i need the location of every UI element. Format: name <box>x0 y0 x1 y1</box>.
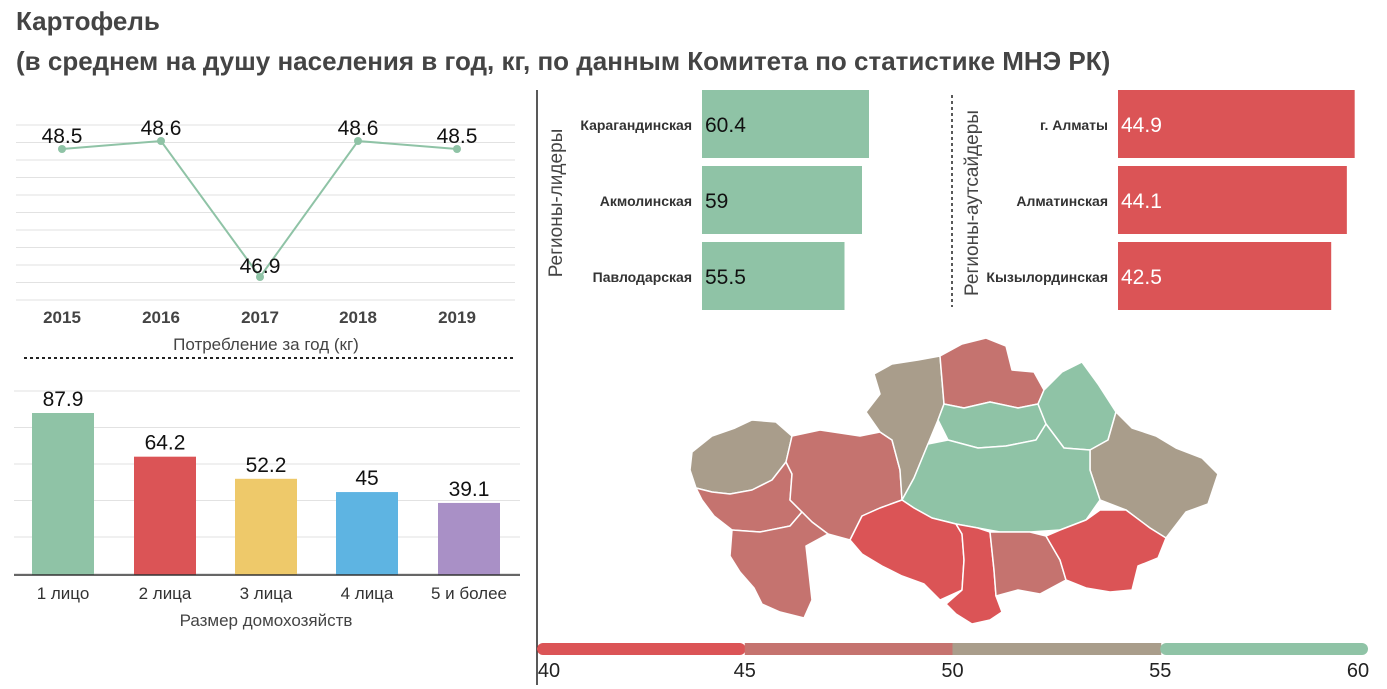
region-bar <box>1118 242 1332 310</box>
region-bar-value: 59 <box>705 190 728 213</box>
line-point <box>453 145 461 153</box>
region-bar <box>702 166 862 234</box>
line-gridlines <box>16 124 515 301</box>
region-label: Павлодарская <box>593 269 692 285</box>
household-bar <box>134 456 196 575</box>
region-bar-value: 44.9 <box>1121 114 1162 137</box>
line-point <box>58 145 66 153</box>
household-bar-value: 87.9 <box>43 388 84 411</box>
group-label: Регионы-аутсайдеры <box>962 110 983 296</box>
vertical-divider <box>536 90 538 685</box>
household-category-label: 4 лица <box>341 584 394 603</box>
scale-tick-label: 60 <box>1347 660 1369 682</box>
chart-title: Картофель <box>16 6 160 36</box>
region-bar <box>702 242 845 310</box>
region-bar-value: 55.5 <box>705 266 746 289</box>
scale-segment <box>1160 643 1368 655</box>
scale-segment <box>952 643 1162 655</box>
region-label: Кызылординская <box>986 269 1108 285</box>
scale-tick-label: 50 <box>941 660 963 682</box>
scale-tick-label: 45 <box>734 660 756 682</box>
region-label: Акмолинская <box>600 193 692 209</box>
map-region-north-kazakhstan <box>939 337 1045 409</box>
household-bar-value: 64.2 <box>145 432 186 455</box>
map-region-almaty <box>1045 509 1167 593</box>
region-bar <box>1118 166 1347 234</box>
group-label: Регионы-лидеры <box>546 129 567 278</box>
household-bar-value: 52.2 <box>246 454 287 477</box>
household-x-axis-label: Размер домохозяйств <box>180 611 353 630</box>
line-data-label: 48.5 <box>42 125 83 148</box>
region-bar-value: 60.4 <box>705 114 746 137</box>
household-bar <box>336 492 398 575</box>
line-x-tick-label: 2016 <box>142 308 180 327</box>
household-bar-chart: 87.9 1 лицо 64.2 2 лица 52.2 3 лица 45 4 лица 39… <box>14 388 520 630</box>
kazakhstan-map <box>689 337 1219 625</box>
household-bar <box>438 502 500 575</box>
household-bar-value: 45 <box>355 467 378 490</box>
line-x-tick-label: 2017 <box>241 308 279 327</box>
region-bar <box>1118 90 1355 158</box>
household-category-label: 2 лица <box>139 584 192 603</box>
line-x-axis-label: Потребление за год (кг) <box>173 335 359 354</box>
household-bar <box>235 478 297 575</box>
map-region-kyzylorda <box>849 499 965 601</box>
region-bar <box>702 90 869 158</box>
line-data-label: 46.9 <box>240 255 281 278</box>
line-data-label: 48.5 <box>437 125 478 148</box>
household-category-label: 3 лица <box>240 584 293 603</box>
line-data-label: 48.6 <box>141 117 182 140</box>
color-scale-legend: 40 45 50 55 60 <box>537 643 1369 682</box>
line-point <box>256 273 264 281</box>
outsiders-bar-chart: Регионы-аутсайдеры 44.9 г. Алматы 44.1 Алмат… <box>951 90 1355 310</box>
line-chart: 48.5 2015 48.6 2016 46.9 2017 48.6 2018 48.5 2019… <box>16 117 515 359</box>
household-bar-value: 39.1 <box>449 478 490 501</box>
line-x-tick-label: 2015 <box>43 308 81 327</box>
household-category-label: 1 лицо <box>37 584 90 603</box>
region-label: г. Алматы <box>1040 117 1108 133</box>
scale-tick-label: 40 <box>538 660 560 682</box>
line-x-tick-label: 2018 <box>339 308 377 327</box>
scale-segment <box>537 643 746 655</box>
region-label: Алматинская <box>1016 193 1108 209</box>
scale-segment <box>744 643 954 655</box>
line-point <box>354 137 362 145</box>
household-bar <box>32 413 94 575</box>
scale-tick-label: 55 <box>1149 660 1171 682</box>
line-data-label: 48.6 <box>338 117 379 140</box>
household-category-label: 5 и более <box>431 584 507 603</box>
line-point <box>157 137 165 145</box>
chart-subtitle: (в среднем на душу населения в год, кг, … <box>16 46 1111 76</box>
leaders-bar-chart: Регионы-лидеры 60.4 Карагандинская 59 Акмоли… <box>546 90 869 310</box>
line-x-tick-label: 2019 <box>438 308 476 327</box>
region-label: Карагандинская <box>580 117 692 133</box>
region-bar-value: 44.1 <box>1121 190 1162 213</box>
region-bar-value: 42.5 <box>1121 266 1162 289</box>
map-region-mangystau <box>729 511 829 619</box>
